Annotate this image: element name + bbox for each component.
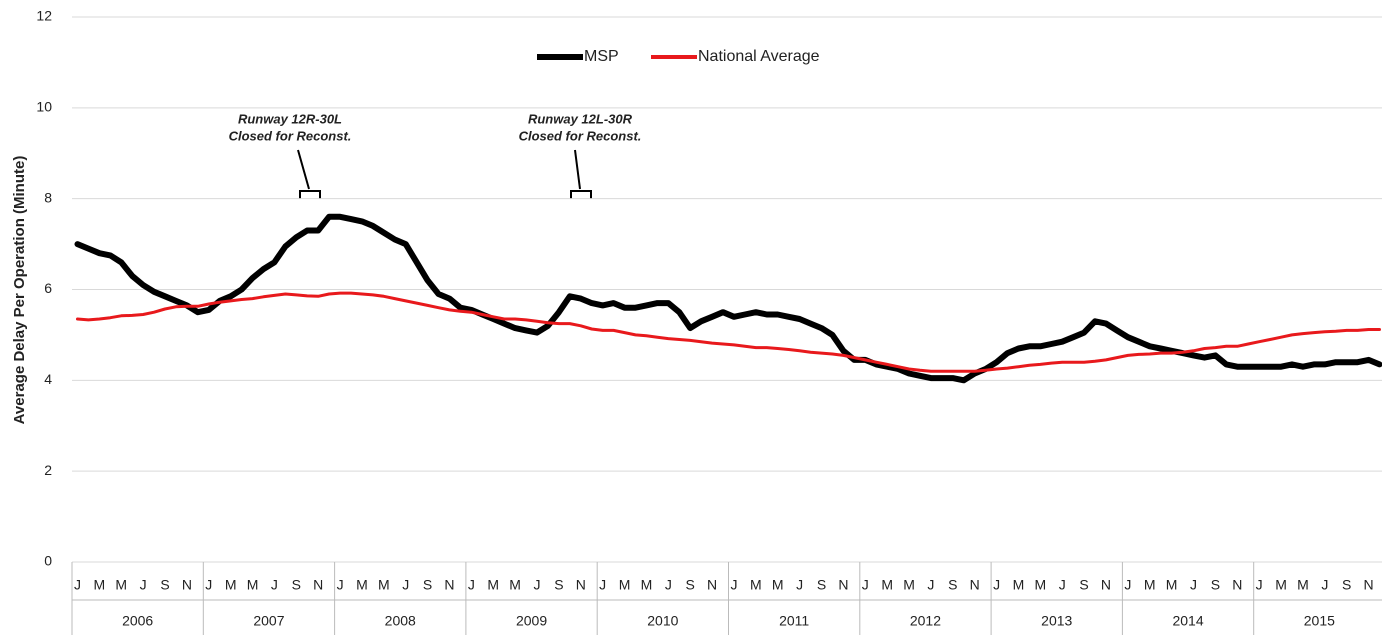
- x-tick-label: S: [686, 577, 695, 593]
- line: [74, 213, 1382, 384]
- group-label: 2006: [122, 613, 153, 629]
- group-label: 2010: [647, 613, 678, 629]
- x-tick-label: J: [1059, 577, 1066, 593]
- annotation: Runway 12R-30L Closed for Reconst. Runwa…: [229, 111, 642, 199]
- x-tick-label: M: [225, 577, 237, 593]
- x-tick-label: M: [1144, 577, 1156, 593]
- x-tick-label: M: [750, 577, 762, 593]
- x-tick-label: N: [1364, 577, 1374, 593]
- x-tick-label: N: [1232, 577, 1242, 593]
- group-label: 2009: [516, 613, 547, 629]
- x-tick-label: M: [378, 577, 390, 593]
- x-tick-label: J: [140, 577, 147, 593]
- x-tick-label: J: [1190, 577, 1197, 593]
- x-tick-label: J: [1321, 577, 1328, 593]
- x-tick-label: M: [641, 577, 653, 593]
- x-tick-label: S: [423, 577, 432, 593]
- x-tick-label: M: [881, 577, 893, 593]
- x-tick-label: M: [509, 577, 521, 593]
- x-tick-label: M: [1166, 577, 1178, 593]
- y-tick-label: 2: [44, 462, 52, 478]
- annotation-bracket: [297, 149, 321, 199]
- x-tick-label: N: [970, 577, 980, 593]
- x-tick-label: M: [94, 577, 106, 593]
- line: [76, 291, 1381, 373]
- x-tick-label: M: [115, 577, 127, 593]
- x-tick-label: J: [74, 577, 81, 593]
- x-tick-label: M: [487, 577, 499, 593]
- annotation-text: Closed for Reconst.: [229, 128, 352, 143]
- x-tick-label: J: [862, 577, 869, 593]
- legend-label: National Average: [698, 48, 820, 65]
- x-tick-label: J: [665, 577, 672, 593]
- x-tick-label: J: [1256, 577, 1263, 593]
- y-axis-label: Average Delay Per Operation (Minute): [11, 156, 28, 425]
- x-tick-label: J: [468, 577, 475, 593]
- group-label: 2014: [1172, 613, 1203, 629]
- y-tick-label: 10: [36, 99, 52, 115]
- x-tick-label: J: [927, 577, 934, 593]
- x-tick-label: S: [1079, 577, 1088, 593]
- x-tick-label: J: [205, 577, 212, 593]
- x-tick-label: N: [1101, 577, 1111, 593]
- annotation-text: Closed for Reconst.: [519, 128, 642, 143]
- x-tick-label: M: [247, 577, 259, 593]
- group-label: 2011: [779, 613, 809, 629]
- annotation-text: Runway 12R-30L: [238, 111, 342, 126]
- y-tick-label: 12: [36, 8, 52, 24]
- annotation-text: Runway 12L-30R: [528, 111, 633, 126]
- annotation-bracket: [570, 149, 592, 199]
- x-tick-label: J: [599, 577, 606, 593]
- x-tick-label: N: [313, 577, 323, 593]
- x-tick-label: N: [576, 577, 586, 593]
- x-tick-label: N: [838, 577, 848, 593]
- x-tick-label: S: [554, 577, 563, 593]
- x-tick-label: J: [271, 577, 278, 593]
- x-tick-label: S: [160, 577, 169, 593]
- x-tick-label: M: [1275, 577, 1287, 593]
- x-tick-label: M: [1297, 577, 1309, 593]
- x-tick-label: N: [182, 577, 192, 593]
- y-tick-label: 6: [44, 280, 52, 296]
- x-tick-label: M: [903, 577, 915, 593]
- x-tick-label: J: [534, 577, 541, 593]
- x-tick-label: N: [707, 577, 717, 593]
- x-tick-label: S: [1211, 577, 1220, 593]
- x-tick-label: N: [444, 577, 454, 593]
- x-tick-label: J: [337, 577, 344, 593]
- x-tick-label: J: [1124, 577, 1131, 593]
- group-label: 2013: [1041, 613, 1072, 629]
- x-tick-label: J: [796, 577, 803, 593]
- x-tick-label: J: [402, 577, 409, 593]
- x-tick-label: S: [817, 577, 826, 593]
- legend-label: MSP: [584, 48, 619, 65]
- y-tick-label: 4: [44, 371, 52, 387]
- x-tick-label: M: [1013, 577, 1025, 593]
- group-label: 2008: [385, 613, 416, 629]
- x-tick-label: M: [772, 577, 784, 593]
- x-tick-label: S: [1342, 577, 1351, 593]
- x-tick-label: S: [292, 577, 301, 593]
- x-tick-label: M: [1035, 577, 1047, 593]
- x-tick-label: S: [948, 577, 957, 593]
- x-tick-label: M: [356, 577, 368, 593]
- y-tick-label: 0: [44, 553, 52, 569]
- x-tick-label: J: [730, 577, 737, 593]
- group-label: 2012: [910, 613, 941, 629]
- x-tick-label: J: [993, 577, 1000, 593]
- group-label: 2015: [1304, 613, 1335, 629]
- group-label: 2007: [253, 613, 284, 629]
- x-tick-label: M: [619, 577, 631, 593]
- y-tick-label: 8: [44, 189, 52, 205]
